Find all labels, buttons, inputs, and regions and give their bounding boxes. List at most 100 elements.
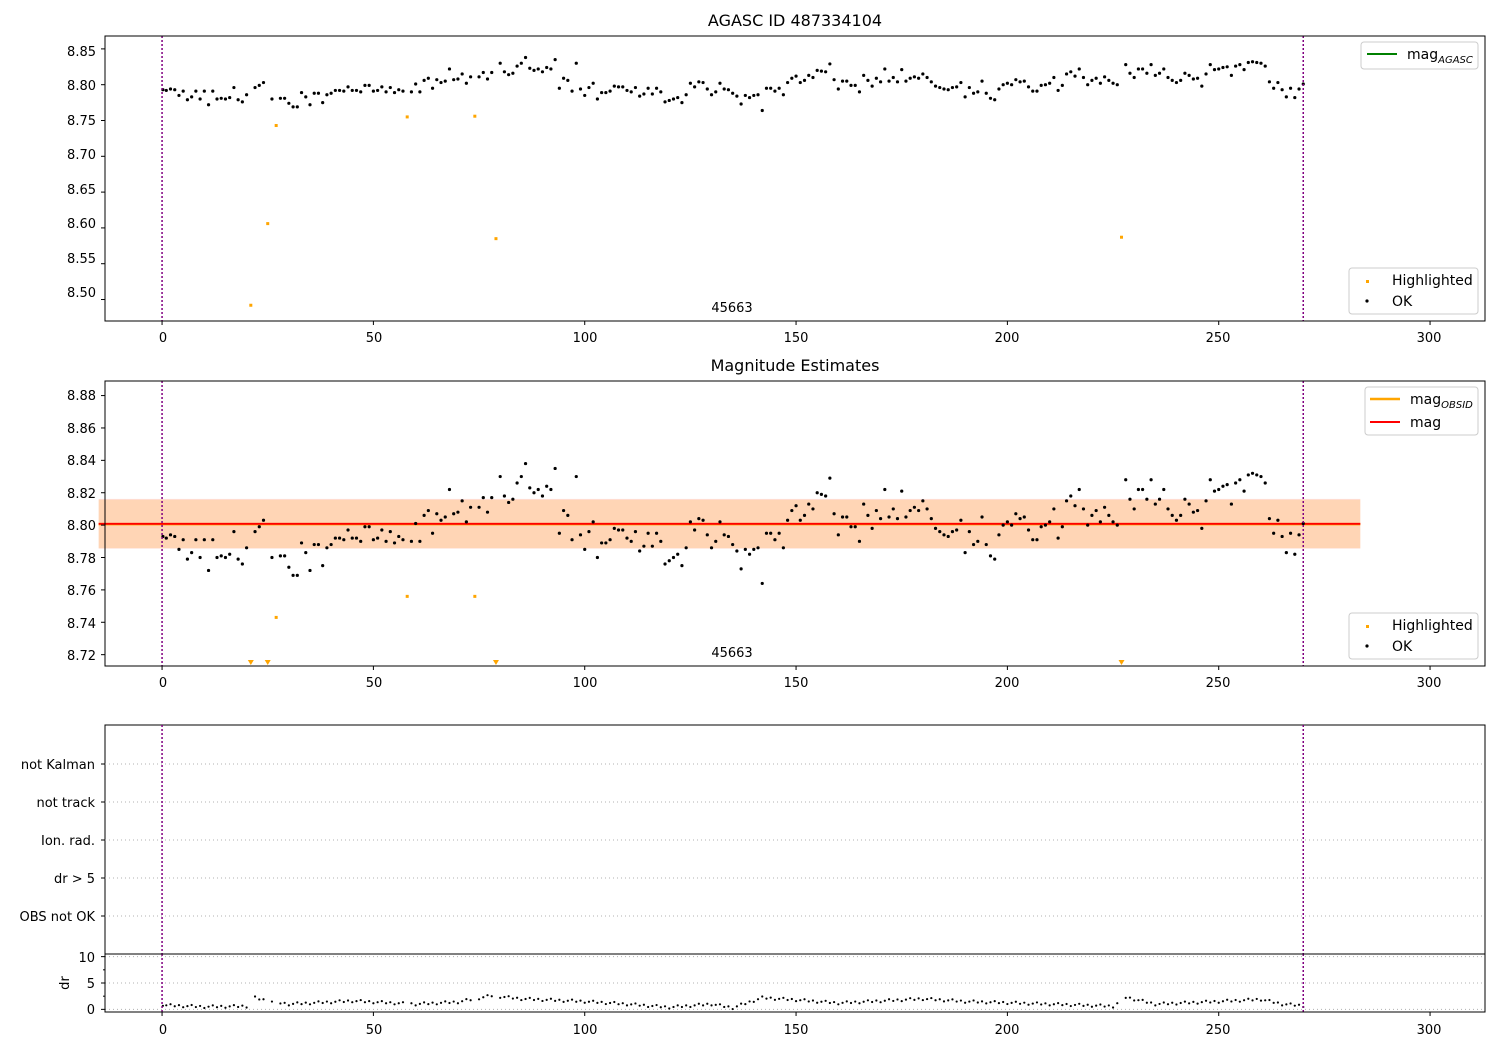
ok-point [688,520,692,524]
dr-point [596,1001,599,1004]
ok-point [980,79,984,83]
dr-point [325,1000,328,1003]
ok-point [215,555,219,560]
dr-point [194,1005,197,1009]
ok-point [490,495,494,500]
ok-point [452,78,456,82]
ok-point [815,491,819,495]
dr-point [418,1002,421,1005]
dr-point [1171,1001,1174,1004]
ok-point [912,75,917,79]
ok-point [625,88,629,93]
ok-point [777,86,781,90]
dr-point [672,1005,675,1009]
dr-point [427,1002,430,1006]
ok-point [955,528,959,532]
ok-point [1157,497,1162,501]
dr-point [989,1001,992,1004]
y-tick-label: 8.80 [67,79,96,94]
ok-point [908,76,912,80]
dr-point [824,999,827,1002]
ok-point [354,536,359,540]
ok-point [895,80,900,84]
dr-point [765,997,768,1000]
ok-point [532,491,536,495]
ok-point [616,85,621,89]
dr-point [976,1001,979,1004]
ok-point [832,512,836,516]
ok-point [654,86,659,90]
ok-point [1081,507,1086,511]
dr-point [1006,1002,1009,1006]
dr-point [1014,1000,1017,1003]
ok-point [291,105,295,109]
dr-point [803,998,806,1001]
ok-point [270,555,274,560]
ok-point [1073,74,1077,78]
ok-point [824,70,828,74]
dr-point [558,998,561,1001]
ok-point [1195,76,1200,80]
magnitude-estimates-panel: Magnitude Estimates 45663 magOBSID mag H… [67,356,1486,691]
ok-point [1103,75,1107,79]
ok-point [921,499,925,503]
panel1-legend-lines: magAGASC [1360,41,1479,70]
dr-point [883,999,886,1002]
highlighted-point [266,222,270,226]
dr-point [887,998,891,1001]
dr-point [706,1002,709,1005]
ok-point [439,80,443,85]
ok-point [1073,504,1077,508]
dr-point [1141,998,1144,1001]
ok-point [456,77,460,81]
dr-point [871,1000,874,1004]
ok-point [414,521,418,526]
x-tick-label: 150 [784,331,809,346]
ok-point [663,100,667,104]
dr-point [279,1002,282,1005]
dr-point [718,1003,722,1006]
ok-point [219,554,223,558]
ok-point [1238,478,1242,482]
ok-point [447,67,452,71]
ok-point [1136,67,1141,71]
ok-point [1094,76,1098,80]
ok-point [735,94,739,98]
ok-point [363,525,367,529]
dr-point [837,1003,840,1006]
dr-point [270,1000,274,1003]
panel2-x-axis: 0 50 100 150 200 250 300 [159,676,1442,691]
dr-point [1154,1004,1157,1007]
dr-point [1264,999,1267,1002]
ok-point [642,92,646,96]
ok-point [435,512,439,516]
ok-point [786,518,790,522]
ok-point [671,97,676,101]
panel1-x-axis: 0 50 100 150 200 250 300 [159,331,1442,346]
dr-point [642,1003,645,1006]
ok-point [1001,523,1005,527]
ok-point [1221,65,1225,70]
dr-point [638,1004,641,1007]
ok-point [921,72,925,76]
ok-point [443,515,447,519]
ok-point [760,108,764,113]
ok-point [528,486,532,490]
ok-point [481,70,485,75]
ok-point [164,536,168,540]
ok-point [904,515,908,519]
dr-point [1293,1004,1296,1007]
ok-point [316,542,321,547]
flag-label-dr-gt-5: dr > 5 [54,872,95,887]
y-tick-label: 8.86 [67,422,96,437]
dr-point [1095,1004,1098,1007]
dr-point [693,1004,696,1007]
y-tick-label: 0 [87,1003,95,1018]
ok-point [236,557,240,561]
dr-point [630,1003,633,1006]
dr-point [237,1005,240,1009]
dr-point [714,1003,717,1006]
y-tick-label: 8.70 [67,148,96,163]
dr-point [832,1000,836,1004]
ok-point [840,79,845,83]
